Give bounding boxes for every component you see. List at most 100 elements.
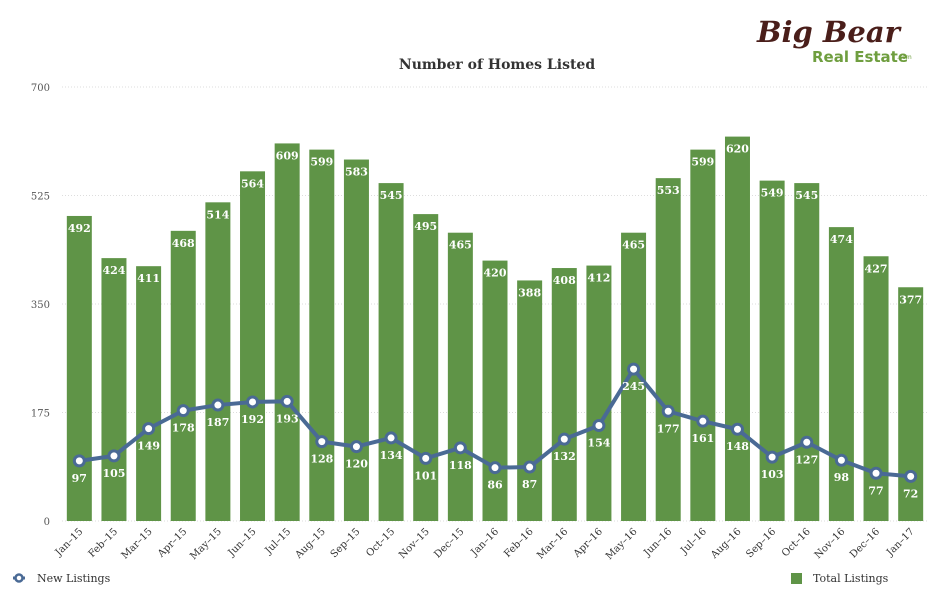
line-point[interactable] xyxy=(592,419,606,433)
point-value-label: 149 xyxy=(137,440,160,453)
bar-value-label: 599 xyxy=(691,156,714,169)
logo: Big Bear Real Estate .com xyxy=(756,15,912,66)
line-point[interactable] xyxy=(661,404,675,418)
line-point[interactable] xyxy=(869,466,883,480)
x-tick-label: Aug–15 xyxy=(293,526,328,561)
x-tick-label: Aug–16 xyxy=(708,526,743,561)
bar-value-label: 465 xyxy=(622,239,645,252)
bar[interactable] xyxy=(343,159,369,522)
y-tick-label: 175 xyxy=(31,409,50,420)
line-point[interactable] xyxy=(488,461,502,475)
x-tick-label: Jun–15 xyxy=(226,526,259,559)
bar[interactable] xyxy=(517,280,543,521)
line-point[interactable] xyxy=(419,451,433,465)
line-point[interactable] xyxy=(176,404,190,418)
bar-value-label: 408 xyxy=(553,274,576,287)
x-tick-label: Jan–17 xyxy=(884,526,917,559)
line-point[interactable] xyxy=(246,395,260,409)
bar[interactable] xyxy=(309,149,335,521)
bar[interactable] xyxy=(898,287,924,521)
bar-series-total-listings: 492 424 411 468 514 564 609 599 583 545 495 465 420 3… xyxy=(66,136,924,522)
line-point[interactable] xyxy=(72,454,86,468)
bar[interactable] xyxy=(170,230,196,521)
point-value-label: 178 xyxy=(172,422,195,435)
x-tick-label: Sep–15 xyxy=(329,526,363,560)
point-value-label: 187 xyxy=(206,416,229,429)
y-tick-label: 525 xyxy=(31,192,50,203)
x-tick-label: Apr–15 xyxy=(155,526,189,560)
legend-item-new-listings[interactable]: New Listings xyxy=(13,572,111,585)
bar[interactable] xyxy=(655,178,681,521)
bar-value-label: 495 xyxy=(414,220,437,233)
line-point[interactable] xyxy=(280,394,294,408)
line-point[interactable] xyxy=(523,460,537,474)
bar-value-label: 411 xyxy=(137,272,160,285)
y-tick-label: 350 xyxy=(31,300,50,311)
line-point[interactable] xyxy=(142,422,156,436)
bar[interactable] xyxy=(136,266,162,521)
bar-value-label: 545 xyxy=(795,189,818,202)
bar[interactable] xyxy=(863,256,889,521)
y-tick-label: 0 xyxy=(44,517,50,528)
line-point[interactable] xyxy=(765,450,779,464)
y-axis-ticks: 0 175 350 525 700 xyxy=(31,83,50,528)
point-value-label: 245 xyxy=(622,380,645,393)
line-point[interactable] xyxy=(557,432,571,446)
bar-value-label: 468 xyxy=(172,237,195,250)
point-value-label: 161 xyxy=(691,432,714,445)
line-point[interactable] xyxy=(627,362,641,376)
bar[interactable] xyxy=(724,136,750,521)
bar[interactable] xyxy=(413,214,439,521)
point-value-label: 127 xyxy=(795,453,818,466)
point-value-label: 177 xyxy=(657,422,680,435)
line-point[interactable] xyxy=(107,449,121,463)
bar-value-label: 377 xyxy=(899,293,922,306)
line-point[interactable] xyxy=(800,435,814,449)
bar[interactable] xyxy=(205,202,231,521)
legend: New Listings Total Listings xyxy=(13,572,889,585)
bar[interactable] xyxy=(551,268,577,521)
x-tick-label: Feb–15 xyxy=(87,526,121,560)
line-point[interactable] xyxy=(349,440,363,454)
legend-item-total-listings[interactable]: Total Listings xyxy=(791,572,889,585)
bar-value-label: 599 xyxy=(310,156,333,169)
legend-label-total-listings: Total Listings xyxy=(813,572,889,585)
line-point[interactable] xyxy=(211,398,225,412)
bar-value-label: 549 xyxy=(761,187,784,200)
line-point[interactable] xyxy=(384,431,398,445)
line-point[interactable] xyxy=(696,414,710,428)
x-tick-label: Jul–16 xyxy=(678,526,709,557)
point-value-label: 86 xyxy=(487,479,503,492)
point-value-label: 97 xyxy=(72,472,87,485)
bar[interactable] xyxy=(828,227,854,521)
bar-value-label: 474 xyxy=(830,233,853,246)
line-point[interactable] xyxy=(315,435,329,449)
line-point[interactable] xyxy=(730,422,744,436)
point-value-label: 77 xyxy=(868,484,883,497)
bar[interactable] xyxy=(759,180,785,521)
point-value-label: 118 xyxy=(449,459,472,472)
bar[interactable] xyxy=(482,260,508,521)
line-point[interactable] xyxy=(453,441,467,455)
line-series-new-listings: 97 105 149 178 187 192 193 128 120 134 101 118 86 87 1… xyxy=(72,362,918,500)
bar[interactable] xyxy=(378,183,404,521)
bar-value-label: 553 xyxy=(657,184,680,197)
bar[interactable] xyxy=(794,183,820,521)
point-value-label: 154 xyxy=(587,437,610,450)
bar[interactable] xyxy=(101,258,127,521)
bar[interactable] xyxy=(586,265,612,521)
y-tick-label: 700 xyxy=(31,83,50,94)
bar[interactable] xyxy=(240,171,266,521)
bar[interactable] xyxy=(690,149,716,521)
bar-value-label: 545 xyxy=(380,189,403,202)
bar-value-label: 514 xyxy=(206,208,229,221)
bar[interactable] xyxy=(66,215,92,521)
line-point[interactable] xyxy=(834,453,848,467)
line-point[interactable] xyxy=(904,469,918,483)
bar-value-label: 388 xyxy=(518,286,541,299)
bar[interactable] xyxy=(274,143,300,522)
logo-text-real-estate: Real Estate xyxy=(812,48,908,66)
bar[interactable] xyxy=(447,232,473,521)
x-tick-label: Jul–15 xyxy=(263,526,294,557)
